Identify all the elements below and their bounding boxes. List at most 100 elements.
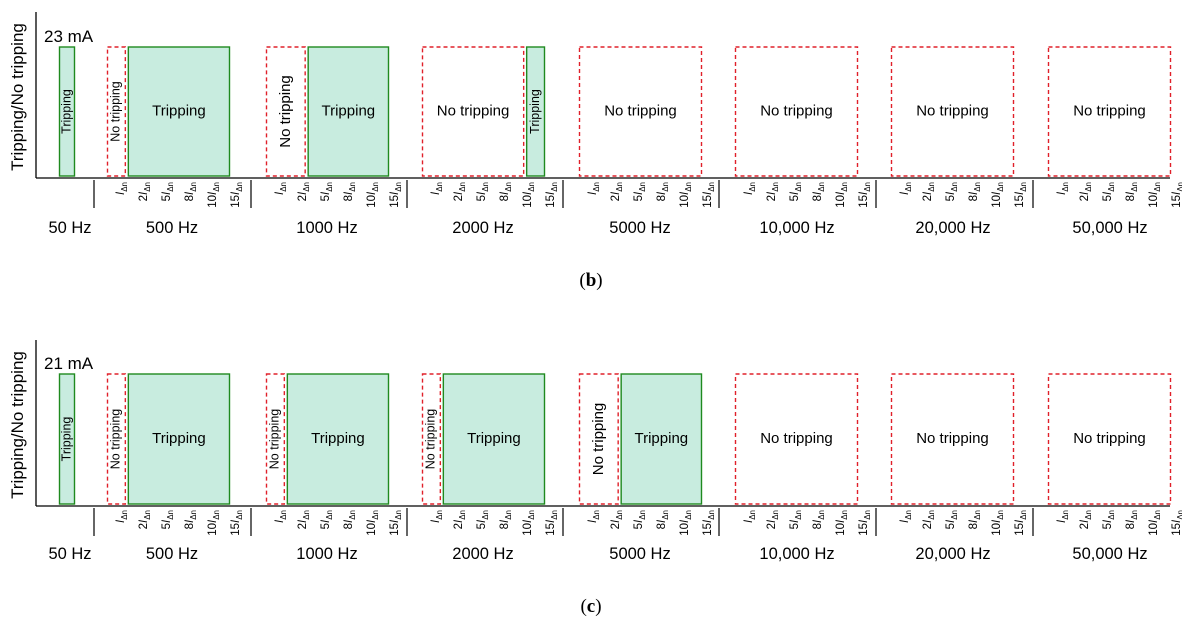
multiple-tick-label: 10IΔn — [835, 510, 849, 536]
multiple-tick-label: 10IΔn — [366, 510, 380, 536]
tripping-label: Tripping — [467, 430, 521, 447]
multiple-tick-label: 10IΔn — [1148, 182, 1162, 208]
tripping-label: Tripping — [635, 430, 689, 447]
multiple-tick-label: IΔn — [430, 510, 444, 523]
multiple-tick-label: 15IΔn — [1171, 182, 1182, 208]
multiple-tick-label: 10IΔn — [366, 182, 380, 208]
no-tripping-label: No tripping — [1073, 430, 1146, 447]
multiple-tick-label: 8IΔn — [184, 510, 198, 529]
multiple-tick-label: IΔn — [115, 510, 129, 523]
tripping-bar — [58, 46, 76, 177]
no-tripping-label: No tripping — [604, 102, 677, 119]
multiple-tick-label: 10IΔn — [679, 182, 693, 208]
frequency-label: 20,000 Hz — [915, 219, 990, 237]
no-tripping-label: No tripping — [916, 430, 989, 447]
frequency-group: No tripping Tripping IΔn 2IΔn 5IΔn 8IΔn 10IΔn 1… — [265, 46, 403, 237]
multiple-tick-label: IΔn — [430, 182, 444, 195]
multiple-tick-label: 5IΔn — [161, 182, 175, 201]
multiple-tick-label: 5IΔn — [476, 182, 490, 201]
no-tripping-bar — [890, 373, 1015, 505]
frequency-label: 50,000 Hz — [1072, 545, 1147, 563]
multiple-tick-label: 5IΔn — [161, 510, 175, 529]
multiple-tick-label: 15IΔn — [702, 510, 716, 536]
multiple-tick-label: 2IΔn — [453, 182, 467, 201]
multiple-tick-label: 8IΔn — [343, 510, 357, 529]
tripping-label: Tripping — [59, 417, 73, 462]
multiple-tick-label: 2IΔn — [453, 510, 467, 529]
multiple-tick-label: 10IΔn — [835, 182, 849, 208]
multiple-tick-label: 2IΔn — [766, 510, 780, 529]
no-tripping-label: No tripping — [424, 409, 438, 469]
tripping-bar — [58, 373, 76, 505]
multiple-tick-label: IΔn — [115, 182, 129, 195]
no-tripping-label: No tripping — [1073, 102, 1146, 119]
panel-caption: (b) — [579, 270, 602, 291]
frequency-group: No tripping Tripping IΔn 2IΔn 5IΔn 8IΔn 10IΔn 1… — [421, 46, 559, 237]
multiple-tick-label: 15IΔn — [1014, 510, 1028, 536]
multiple-tick-label: 8IΔn — [656, 182, 670, 201]
multiple-tick-label: IΔn — [587, 510, 601, 523]
frequency-label: 5000 Hz — [609, 219, 670, 237]
panel-c: Tripping/No tripping 21 mA Tripping 50 Hz No… — [8, 340, 1182, 617]
multiple-tick-label: 2IΔn — [922, 510, 936, 529]
no-tripping-label: No tripping — [109, 81, 123, 141]
no-tripping-bar — [1047, 46, 1172, 177]
multiple-tick-label: 2IΔn — [610, 182, 624, 201]
tripping-label: Tripping — [152, 430, 206, 447]
no-tripping-bar — [265, 46, 306, 177]
no-tripping-bar — [578, 46, 703, 177]
multiple-tick-label: 8IΔn — [968, 182, 982, 201]
multiple-tick-label: IΔn — [274, 510, 288, 523]
no-tripping-bar — [421, 46, 525, 177]
multiple-tick-label: 10IΔn — [522, 510, 536, 536]
multiple-tick-label: 15IΔn — [858, 510, 872, 536]
multiple-tick-label: 8IΔn — [1125, 182, 1139, 201]
frequency-group: Tripping 50 Hz — [48, 46, 92, 237]
multiple-tick-label: 15IΔn — [545, 510, 559, 536]
tripping-bar — [307, 46, 390, 177]
no-tripping-bar — [106, 373, 127, 505]
multiple-tick-label: 5IΔn — [633, 510, 647, 529]
multiple-tick-label: 10IΔn — [991, 510, 1005, 536]
multiple-tick-label: 8IΔn — [343, 182, 357, 201]
multiple-tick-label: 15IΔn — [858, 182, 872, 208]
no-tripping-label: No tripping — [109, 409, 123, 469]
multiple-tick-label: 10IΔn — [207, 510, 221, 536]
no-tripping-label: No tripping — [590, 403, 607, 476]
multiple-tick-label: 10IΔn — [207, 182, 221, 208]
multiple-tick-label: 5IΔn — [789, 510, 803, 529]
no-tripping-bar — [578, 373, 619, 505]
frequency-group: No tripping Tripping IΔn 2IΔn 5IΔn 8IΔn 10IΔn 1… — [421, 373, 559, 563]
multiple-tick-label: 2IΔn — [922, 182, 936, 201]
multiple-tick-label: 2IΔn — [1079, 182, 1093, 201]
multiple-tick-label: 15IΔn — [230, 510, 244, 536]
no-tripping-bar — [890, 46, 1015, 177]
frequency-group: No tripping IΔn 2IΔn 5IΔn 8IΔn 10IΔn 15IΔn 10,0… — [734, 373, 872, 563]
multiple-tick-label: 15IΔn — [1171, 510, 1182, 536]
tripping-label: Tripping — [311, 430, 365, 447]
frequency-group: No tripping IΔn 2IΔn 5IΔn 8IΔn 10IΔn 15IΔn 20,0… — [890, 373, 1028, 563]
frequency-group: No tripping IΔn 2IΔn 5IΔn 8IΔn 10IΔn 15IΔn 10,0… — [734, 46, 872, 237]
multiple-tick-label: 5IΔn — [789, 182, 803, 201]
tripping-bar — [286, 373, 390, 505]
multiple-tick-label: 8IΔn — [656, 510, 670, 529]
multiple-tick-label: 8IΔn — [184, 182, 198, 201]
multiple-tick-label: 8IΔn — [812, 182, 826, 201]
tripping-label: Tripping — [528, 89, 542, 134]
multiple-tick-label: 5IΔn — [320, 182, 334, 201]
multiple-tick-label: 2IΔn — [297, 182, 311, 201]
no-tripping-label: No tripping — [916, 102, 989, 119]
multiple-tick-label: 2IΔn — [766, 182, 780, 201]
no-tripping-bar — [1047, 373, 1172, 505]
frequency-label: 20,000 Hz — [915, 545, 990, 563]
multiple-tick-label: 5IΔn — [945, 182, 959, 201]
tripping-bar — [127, 373, 231, 505]
frequency-label: 10,000 Hz — [759, 545, 834, 563]
frequency-label: 500 Hz — [146, 545, 198, 563]
multiple-tick-label: 5IΔn — [1102, 510, 1116, 529]
multiple-tick-label: IΔn — [899, 510, 913, 523]
frequency-label: 1000 Hz — [296, 219, 357, 237]
frequency-label: 10,000 Hz — [759, 219, 834, 237]
y-axis-label: Tripping/No tripping — [8, 351, 27, 499]
multiple-tick-label: 8IΔn — [968, 510, 982, 529]
